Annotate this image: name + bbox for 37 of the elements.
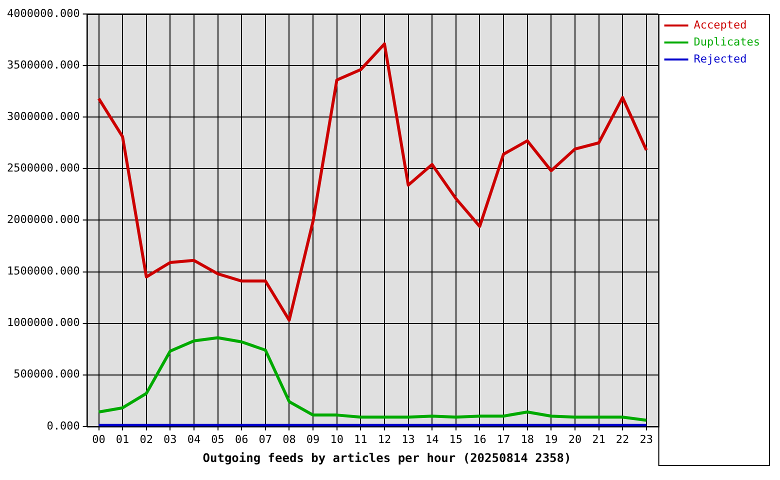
x-tick-label: 13 bbox=[402, 432, 415, 446]
y-tick-label: 0.000 bbox=[46, 419, 80, 432]
x-tick-label: 03 bbox=[164, 432, 177, 446]
legend-label: Duplicates bbox=[694, 35, 760, 48]
x-tick-label: 02 bbox=[140, 432, 153, 446]
x-tick-label: 15 bbox=[449, 432, 463, 446]
x-tick-label: 08 bbox=[282, 432, 296, 446]
x-tick-label: 07 bbox=[258, 432, 272, 446]
y-tick-label: 2000000.000 bbox=[6, 213, 80, 226]
y-tick-label: 3500000.000 bbox=[6, 58, 80, 72]
x-tick-label: 22 bbox=[616, 432, 630, 446]
x-tick-label: 11 bbox=[354, 432, 368, 446]
y-tick-label: 1000000.000 bbox=[6, 316, 80, 330]
y-tick-label: 4000000.000 bbox=[6, 6, 80, 20]
x-tick-label: 17 bbox=[496, 432, 510, 446]
legend-label: Accepted bbox=[694, 18, 747, 32]
y-tick-label: 3000000.000 bbox=[6, 110, 80, 123]
x-tick-label: 05 bbox=[211, 432, 224, 446]
x-tick-label: 10 bbox=[330, 432, 344, 446]
y-tick-label: 500000.000 bbox=[14, 368, 80, 381]
x-tick-label: 18 bbox=[520, 432, 534, 446]
x-tick-label: 09 bbox=[306, 432, 320, 446]
x-tick-label: 16 bbox=[473, 432, 486, 446]
x-tick-label: 04 bbox=[187, 432, 201, 446]
y-tick-label: 1500000.000 bbox=[6, 264, 80, 278]
x-tick-label: 14 bbox=[425, 432, 440, 446]
y-tick-label: 2500000.000 bbox=[6, 162, 80, 175]
x-tick-label: 06 bbox=[234, 432, 248, 446]
x-tick-label: 00 bbox=[92, 432, 106, 446]
x-tick-label: 23 bbox=[640, 432, 653, 446]
x-tick-label: 20 bbox=[568, 432, 582, 446]
x-tick-label: 12 bbox=[378, 432, 392, 446]
x-tick-label: 01 bbox=[116, 432, 130, 446]
x-tick-label: 19 bbox=[544, 432, 558, 446]
legend-label: Rejected bbox=[694, 52, 747, 66]
text: Outgoing feeds by articles per hour (20250814 2358) bbox=[202, 450, 572, 465]
x-tick-label: 21 bbox=[592, 432, 606, 446]
